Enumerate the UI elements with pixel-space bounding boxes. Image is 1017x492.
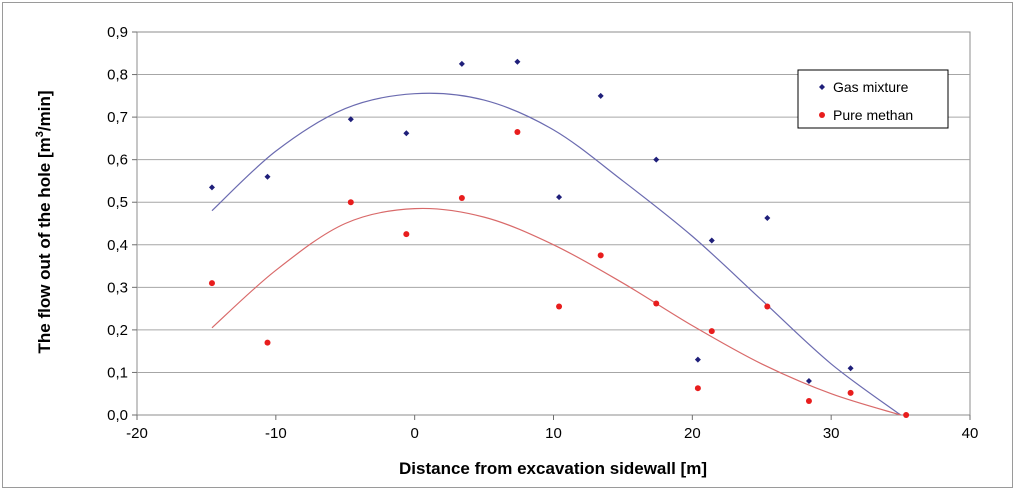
y-tick-label: 0,0 — [107, 407, 128, 424]
gas-mixture-point — [847, 365, 854, 372]
gas-mixture-point — [805, 377, 812, 384]
data-markers — [208, 58, 910, 418]
gas-mixture-point — [764, 214, 771, 221]
y-axis-title: The flow out of the hole [m3/min] — [34, 91, 54, 354]
pure-methan-point — [556, 303, 563, 310]
y-tick-label: 0,6 — [107, 152, 128, 169]
legend-box — [797, 69, 949, 129]
pure-methan-point — [653, 300, 660, 307]
y-tick-label: 0,2 — [107, 322, 128, 339]
legend: Gas mixture Pure methan — [797, 69, 949, 129]
pure-methan-point — [694, 385, 701, 392]
y-tick-label: 0,4 — [107, 237, 128, 254]
pure-methan-point — [403, 231, 410, 238]
y-tick-labels: 0,0 0,1 0,2 0,3 0,4 0,5 0,6 0,7 0,8 0,9 — [107, 24, 128, 424]
x-tick-label: 0 — [410, 425, 418, 442]
pure-methan-point — [597, 252, 604, 259]
pure-methan-point — [208, 280, 215, 287]
gas-mixture-point — [403, 130, 410, 137]
pure-methan-point — [847, 389, 854, 396]
gas-mixture-point — [264, 173, 271, 180]
pure-methan-point — [458, 194, 465, 201]
x-tick-labels: -20 -10 0 10 20 30 40 — [126, 425, 978, 442]
x-tick-label: -20 — [126, 425, 148, 442]
gas-mixture-point — [347, 116, 354, 123]
gas-mixture-point — [556, 194, 563, 201]
x-tick-label: 40 — [962, 425, 979, 442]
pure-methan-point — [514, 129, 521, 136]
trendline-0 — [211, 92, 901, 416]
pure-methan-point — [264, 339, 271, 346]
x-tick-label: 10 — [545, 425, 562, 442]
y-tick-label: 0,9 — [107, 24, 128, 41]
legend-marker-pure-methan — [819, 112, 825, 118]
pure-methan-point — [347, 199, 354, 206]
gas-mixture-point — [708, 237, 715, 244]
gas-mixture-point — [208, 184, 215, 191]
y-tick-label: 0,8 — [107, 67, 128, 84]
y-tick-label: 0,7 — [107, 109, 128, 126]
legend-label: Pure methan — [833, 107, 913, 123]
pure-methan-point — [764, 303, 771, 310]
gas-mixture-point — [458, 60, 465, 67]
x-axis-title: Distance from excavation sidewall [m] — [399, 459, 707, 478]
pure-methan-point — [708, 328, 715, 335]
y-tick-label: 0,3 — [107, 279, 128, 296]
gas-mixture-point — [514, 58, 521, 65]
pure-methan-point — [903, 412, 910, 418]
y-tick-label: 0,1 — [107, 364, 128, 381]
gas-mixture-point — [597, 92, 604, 99]
trendline-1 — [211, 207, 901, 416]
legend-marker-gas-mixture — [819, 84, 825, 90]
trendlines — [211, 92, 901, 416]
x-tick-label: -10 — [265, 425, 287, 442]
x-tick-label: 20 — [684, 425, 701, 442]
pure-methan-point — [805, 397, 812, 404]
gas-mixture-point — [653, 156, 660, 163]
legend-label: Gas mixture — [833, 79, 909, 95]
gas-mixture-point — [694, 356, 701, 363]
x-tick-label: 30 — [823, 425, 840, 442]
y-tick-label: 0,5 — [107, 194, 128, 211]
